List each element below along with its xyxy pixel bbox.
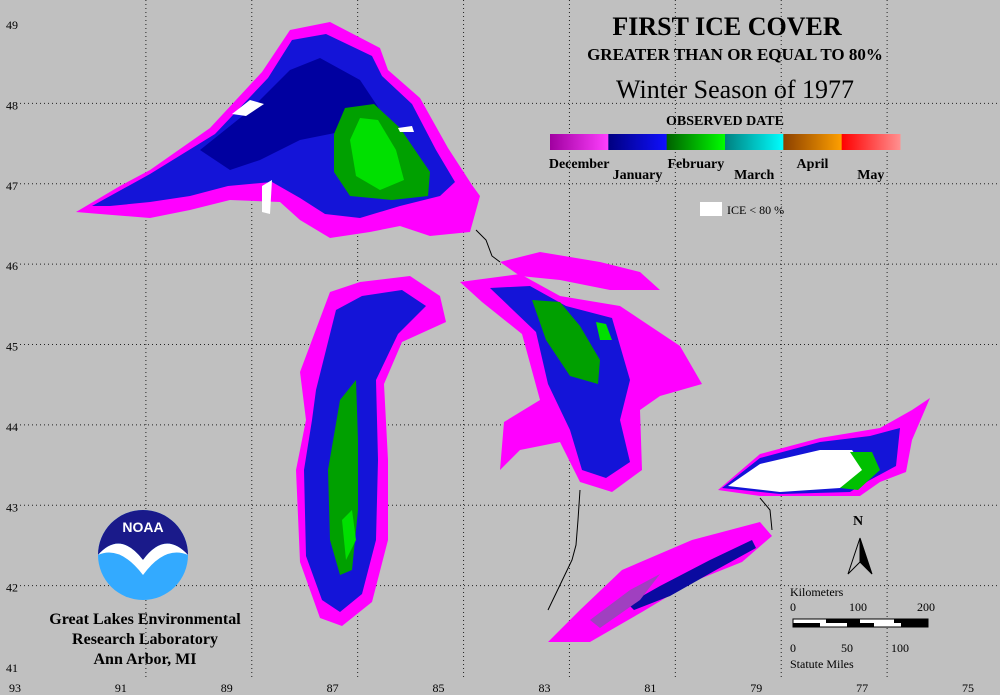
rivers xyxy=(475,229,773,611)
scale-km-label: 200 xyxy=(917,600,935,614)
longitude-label: 87 xyxy=(327,681,339,695)
lake-huron xyxy=(460,252,702,492)
legend-label: May xyxy=(857,168,884,183)
noaa-logo: NOAA xyxy=(98,510,188,600)
north-arrow xyxy=(847,537,873,575)
longitude-label: 83 xyxy=(538,681,550,695)
scale-mile-title: Statute Miles xyxy=(790,657,854,671)
lab-location: Ann Arbor, MI xyxy=(94,651,197,668)
scale-km-title: Kilometers xyxy=(790,585,844,599)
scale-mile-label: 50 xyxy=(841,641,853,655)
lake-ontario xyxy=(718,398,930,496)
legend-label: April xyxy=(797,157,829,172)
legend-swatch xyxy=(783,134,843,150)
latitude-label: 48 xyxy=(6,98,18,112)
title: FIRST ICE COVER xyxy=(612,12,841,41)
legend-label: January xyxy=(613,168,663,183)
scale-bar xyxy=(792,618,929,628)
scale-mile-label: 0 xyxy=(790,641,796,655)
north-label: N xyxy=(853,514,863,529)
logo-text: NOAA xyxy=(122,519,163,535)
longitude-label: 75 xyxy=(962,681,974,695)
latitude-label: 45 xyxy=(6,340,18,354)
legend-label: March xyxy=(734,168,774,183)
lab-name: Great Lakes Environmental xyxy=(49,611,241,628)
subtitle: GREATER THAN OR EQUAL TO 80% xyxy=(587,45,883,64)
scale-mile-label: 100 xyxy=(891,641,909,655)
longitude-label: 89 xyxy=(221,681,233,695)
longitude-label: 77 xyxy=(856,681,868,695)
ice-label: ICE < 80 % xyxy=(727,203,784,217)
legend-swatch xyxy=(666,134,726,150)
lake-superior xyxy=(76,22,480,238)
legend-swatch xyxy=(608,134,668,150)
latitude-label: 43 xyxy=(6,500,18,514)
lab-name: Research Laboratory xyxy=(72,631,218,648)
ice-swatch xyxy=(700,202,722,216)
longitude-label: 85 xyxy=(433,681,445,695)
longitude-label: 79 xyxy=(750,681,762,695)
longitude-label: 91 xyxy=(115,681,127,695)
scale-km-label: 0 xyxy=(790,600,796,614)
lake-michigan xyxy=(296,276,446,626)
legend-swatch xyxy=(725,134,784,150)
legend-swatch xyxy=(841,134,901,150)
latitude-label: 47 xyxy=(6,179,18,193)
legend-title: OBSERVED DATE xyxy=(666,114,784,129)
season: Winter Season of 1977 xyxy=(616,75,854,104)
legend-label: February xyxy=(667,157,724,172)
longitude-label: 81 xyxy=(644,681,656,695)
latitude-label: 46 xyxy=(6,259,18,273)
latitude-label: 49 xyxy=(6,18,18,32)
lake-erie xyxy=(548,522,772,642)
legend-swatch xyxy=(550,134,609,150)
legend-label: December xyxy=(549,157,610,172)
latitude-label: 42 xyxy=(6,581,18,595)
latitude-label: 41 xyxy=(6,661,18,675)
scale-km-label: 100 xyxy=(849,600,867,614)
longitude-label: 93 xyxy=(9,681,21,695)
latitude-label: 44 xyxy=(6,420,18,434)
